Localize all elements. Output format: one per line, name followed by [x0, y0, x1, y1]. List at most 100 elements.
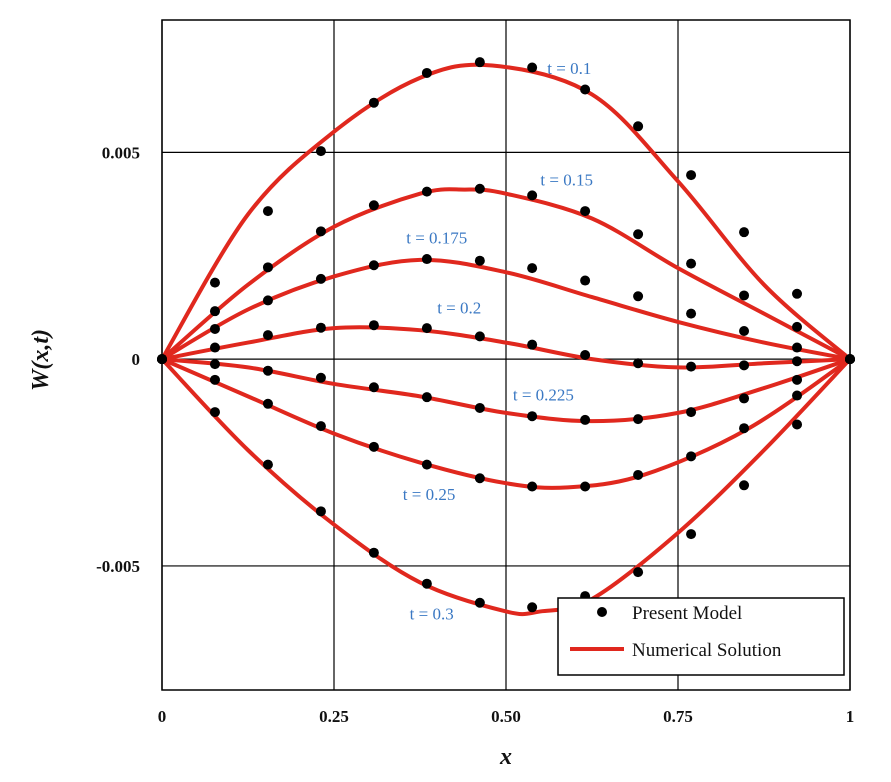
data-point-s6-11 — [739, 480, 750, 491]
data-point-s5-7 — [527, 481, 538, 492]
data-point-s6-13 — [845, 354, 855, 365]
data-point-s1-7 — [527, 190, 538, 201]
data-point-s0-11 — [739, 227, 750, 238]
ticks: 0 0.25 0.50 0.75 1 -0.005 0 0.005 — [96, 143, 854, 726]
data-point-s1-12 — [792, 321, 803, 332]
data-point-s6-6 — [474, 597, 485, 608]
legend-label-numerical-solution: Numerical Solution — [632, 640, 782, 661]
series-curve-3 — [160, 325, 852, 370]
data-point-s6-7 — [527, 602, 538, 613]
data-point-s6-2 — [262, 459, 273, 470]
data-point-s6-5 — [421, 578, 432, 589]
data-point-s2-12 — [792, 342, 803, 353]
data-point-s1-1 — [209, 306, 220, 317]
x-tick-label-2: 0.50 — [491, 707, 521, 726]
y-tick-label-0: -0.005 — [96, 557, 140, 576]
data-point-s4-3 — [315, 372, 326, 383]
data-point-s4-12 — [792, 374, 803, 385]
data-point-s0-3 — [315, 146, 326, 157]
data-point-s4-6 — [474, 402, 485, 413]
data-point-s0-8 — [580, 84, 591, 95]
x-axis-label: x — [499, 744, 512, 770]
curve-label-2: t = 0.175 — [406, 228, 467, 247]
data-point-s0-4 — [368, 97, 379, 108]
data-point-s3-7 — [527, 339, 538, 350]
x-tick-label-4: 1 — [846, 707, 855, 726]
data-point-s5-4 — [368, 441, 379, 452]
data-point-s0-7 — [527, 62, 538, 73]
data-point-s6-1 — [209, 407, 220, 418]
data-point-s0-9 — [633, 121, 644, 132]
data-point-s5-6 — [474, 473, 485, 484]
data-point-s3-11 — [739, 360, 750, 371]
data-point-s2-8 — [580, 275, 591, 286]
data-point-s2-10 — [686, 308, 697, 319]
data-point-s6-10 — [686, 529, 697, 540]
data-point-s2-9 — [633, 291, 644, 302]
curve-label-0: t = 0.1 — [547, 59, 591, 78]
data-point-s3-12 — [792, 356, 803, 367]
series-curve-6 — [160, 357, 852, 617]
data-point-s2-4 — [368, 260, 379, 271]
data-point-s2-2 — [262, 295, 273, 306]
data-point-s1-4 — [368, 200, 379, 211]
data-point-s4-4 — [368, 382, 379, 393]
data-point-s4-10 — [686, 407, 697, 418]
data-point-s1-8 — [580, 206, 591, 217]
data-point-s2-5 — [421, 254, 432, 265]
y-tick-label-2: 0.005 — [102, 143, 140, 162]
series-curve-4 — [160, 357, 852, 424]
data-point-s1-10 — [686, 258, 697, 269]
legend-label-present-model: Present Model — [632, 603, 742, 624]
data-point-s3-6 — [474, 331, 485, 342]
data-point-s2-11 — [739, 326, 750, 337]
curve-labels: t = 0.1 t = 0.15 t = 0.175 t = 0.2 t = 0.225… — [403, 59, 593, 624]
data-point-s3-9 — [633, 358, 644, 369]
series-curve-5 — [160, 357, 852, 490]
data-point-s0-1 — [209, 277, 220, 288]
data-point-s4-9 — [633, 414, 644, 425]
curve-label-1: t = 0.15 — [540, 170, 593, 189]
curve-label-6: t = 0.3 — [410, 605, 454, 624]
series-curve-0 — [160, 62, 852, 362]
data-point-s0-2 — [262, 206, 273, 217]
x-tick-label-1: 0.25 — [319, 707, 349, 726]
curve-label-5: t = 0.25 — [403, 485, 456, 504]
data-point-s6-9 — [633, 567, 644, 578]
data-point-s6-0 — [157, 354, 167, 365]
data-point-s3-4 — [368, 320, 379, 331]
data-point-s3-2 — [262, 330, 273, 341]
data-point-s5-3 — [315, 421, 326, 432]
data-point-s1-9 — [633, 229, 644, 240]
data-point-s5-12 — [792, 390, 803, 401]
y-axis-label: W(x,t) — [28, 329, 54, 391]
x-tick-label-3: 0.75 — [663, 707, 693, 726]
series-curve-2 — [160, 257, 852, 362]
data-point-s2-6 — [474, 255, 485, 266]
data-point-s6-3 — [315, 506, 326, 517]
data-point-s4-7 — [527, 411, 538, 422]
markers — [157, 57, 855, 613]
legend: Present Model Numerical Solution — [557, 597, 845, 676]
legend-marker-dot — [597, 607, 607, 617]
data-point-s1-11 — [739, 290, 750, 301]
data-point-s0-6 — [474, 57, 485, 68]
data-point-s0-12 — [792, 288, 803, 299]
data-point-s6-4 — [368, 547, 379, 558]
data-point-s0-5 — [421, 67, 432, 78]
data-point-s4-2 — [262, 365, 273, 376]
data-point-s3-1 — [209, 342, 220, 353]
y-tick-label-1: 0 — [132, 350, 141, 369]
data-point-s4-11 — [739, 393, 750, 404]
data-point-s2-7 — [527, 263, 538, 274]
curve-label-4: t = 0.225 — [513, 385, 574, 404]
data-point-s1-3 — [315, 226, 326, 237]
data-point-s1-5 — [421, 186, 432, 197]
data-point-s3-3 — [315, 322, 326, 333]
x-tick-label-0: 0 — [158, 707, 167, 726]
data-point-s5-5 — [421, 459, 432, 470]
data-point-s4-1 — [209, 359, 220, 370]
data-point-s5-11 — [739, 423, 750, 434]
data-point-s4-8 — [580, 414, 591, 425]
